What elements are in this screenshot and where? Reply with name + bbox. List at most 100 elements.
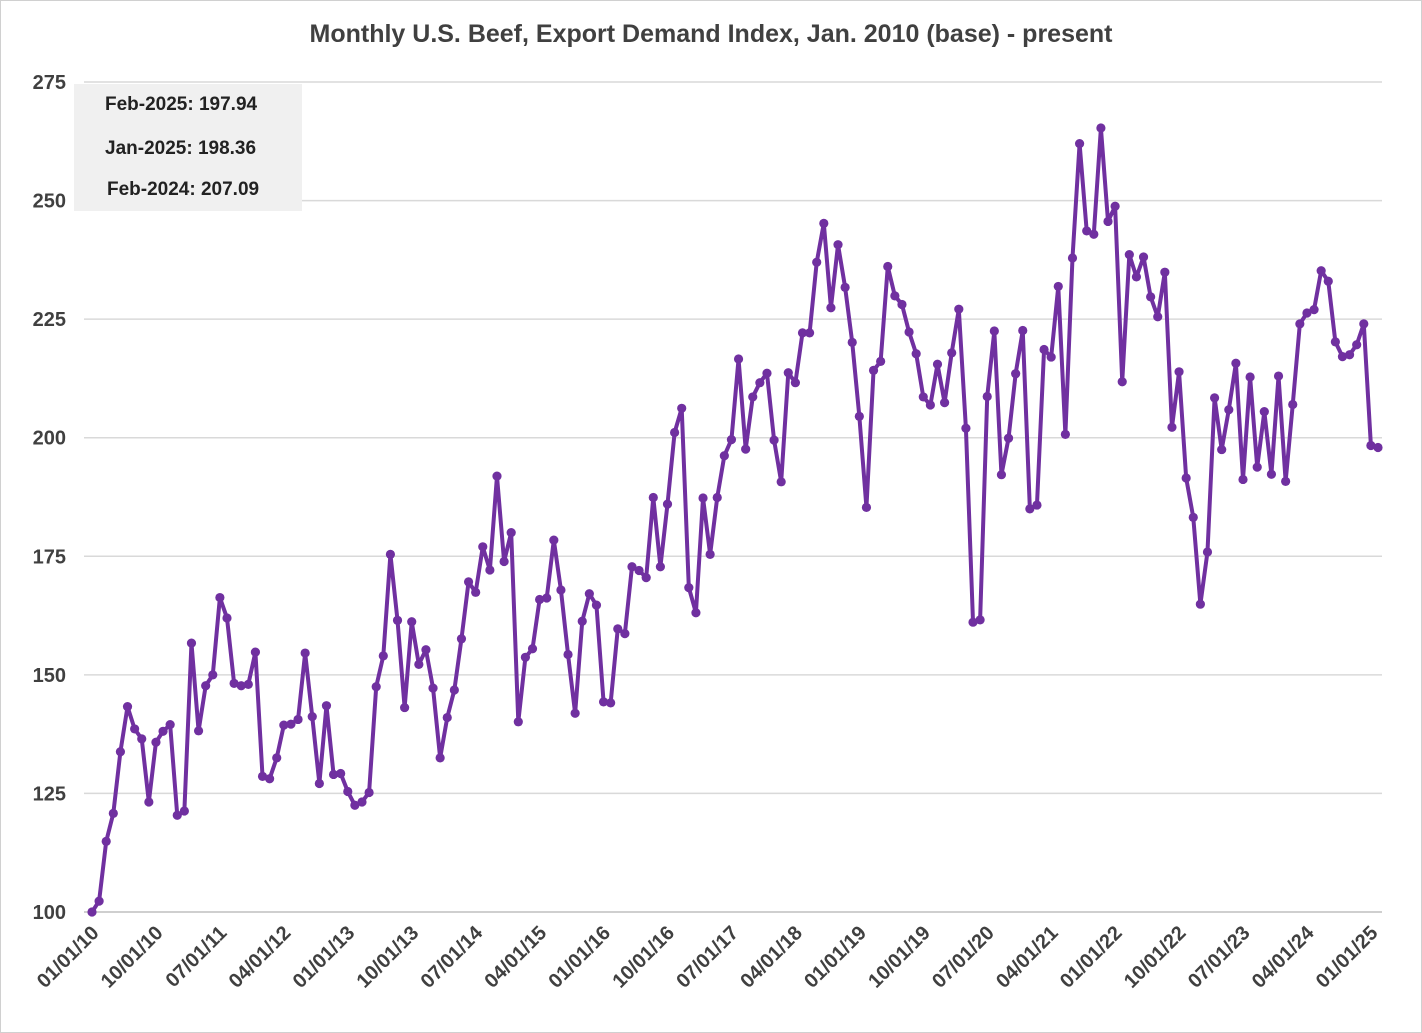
data-point (1053, 281, 1063, 292)
data-point (769, 435, 779, 445)
x-tick-label: 01/01/13 (289, 922, 360, 993)
data-point (407, 617, 417, 627)
y-tick-label: 200 (33, 428, 66, 450)
data-point (1259, 407, 1269, 417)
x-tick-label: 07/01/17 (672, 922, 743, 993)
data-point (321, 701, 332, 711)
info-line-2: Jan-2025: 198.36 (105, 138, 256, 160)
data-point (243, 679, 253, 689)
x-tick-label: 04/01/18 (736, 922, 807, 993)
data-point (158, 726, 168, 736)
data-point (1373, 442, 1383, 453)
data-point (456, 634, 467, 644)
data-point (670, 427, 680, 438)
data-point (790, 378, 800, 388)
data-point (257, 771, 268, 781)
data-point (783, 368, 793, 378)
x-tick-label: 01/01/19 (800, 922, 871, 993)
data-point (421, 645, 431, 655)
data-point (1067, 253, 1078, 263)
x-tick-label: 04/01/21 (992, 922, 1063, 993)
data-point (833, 240, 843, 250)
x-tick-label: 07/01/11 (162, 922, 232, 992)
data-point (1110, 201, 1120, 211)
data-point (371, 682, 381, 692)
data-point (1295, 319, 1305, 329)
info-box: Feb-2025: 197.94 Jan-2025: 198.36 Feb-20… (74, 84, 302, 211)
data-point (130, 724, 140, 734)
data-point (307, 711, 317, 722)
data-point (826, 303, 836, 313)
x-axis-ticks: 01/01/1010/01/1007/01/1104/01/1201/01/13… (33, 921, 1383, 992)
data-point (364, 787, 374, 798)
data-point (655, 562, 665, 572)
data-point (343, 786, 353, 797)
data-point (847, 337, 857, 347)
data-point (932, 359, 943, 369)
y-tick-label: 175 (33, 546, 66, 568)
data-point (691, 608, 701, 618)
data-point (741, 444, 751, 454)
data-point (222, 613, 232, 623)
data-point (1032, 500, 1042, 510)
x-tick-label: 10/01/16 (608, 922, 679, 993)
data-point (726, 435, 737, 445)
x-tick-label: 01/01/25 (1312, 922, 1383, 993)
data-point (570, 708, 580, 718)
data-point (1138, 252, 1149, 262)
data-point (520, 652, 531, 662)
data-point (1103, 216, 1113, 227)
y-tick-label: 250 (33, 191, 66, 213)
data-point (584, 589, 594, 599)
data-point (385, 549, 396, 559)
data-point (1224, 405, 1234, 415)
data-point (748, 392, 758, 402)
data-point (144, 797, 154, 807)
data-point (1153, 312, 1163, 322)
data-point (1266, 469, 1277, 479)
info-label-2: Jan-2025: (105, 138, 193, 159)
data-point (1252, 462, 1262, 472)
data-point (1060, 429, 1070, 439)
data-point (797, 328, 808, 338)
data-point (1352, 340, 1362, 350)
data-point (1096, 123, 1106, 133)
data-point (805, 328, 815, 338)
data-point (733, 354, 744, 364)
data-point (378, 651, 388, 661)
data-point (1366, 440, 1376, 451)
data-point (684, 582, 694, 593)
data-point (115, 747, 126, 757)
data-point (1288, 399, 1298, 410)
data-point (1117, 377, 1127, 387)
data-point (1039, 344, 1049, 355)
data-point (989, 326, 999, 336)
data-point (215, 592, 225, 603)
data-point (613, 624, 623, 634)
y-tick-label: 100 (33, 902, 66, 924)
y-tick-label: 125 (33, 783, 66, 805)
data-point (87, 907, 97, 917)
data-point (961, 423, 971, 433)
data-point (172, 810, 182, 820)
data-point (471, 587, 481, 597)
info-line-1: Feb-2025: 197.94 (105, 94, 257, 116)
x-tick-label: 01/01/22 (1056, 922, 1127, 993)
data-point (535, 594, 545, 605)
info-value-3: 207.09 (200, 179, 260, 200)
data-point (485, 565, 495, 575)
x-tick-label: 04/01/12 (225, 922, 296, 993)
data-point (1309, 305, 1319, 315)
data-point (357, 797, 367, 807)
data-point (1181, 473, 1191, 483)
data-point (598, 697, 609, 707)
data-point (250, 647, 261, 657)
data-point (265, 774, 275, 784)
data-point (1124, 250, 1134, 260)
data-point (208, 670, 218, 680)
data-point (762, 368, 772, 378)
data-point (272, 753, 282, 763)
data-point (1344, 350, 1355, 360)
x-tick-label: 10/01/10 (97, 922, 168, 993)
